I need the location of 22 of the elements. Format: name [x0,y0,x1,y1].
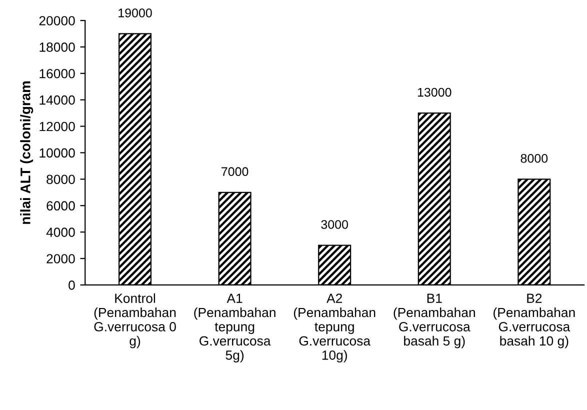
x-tick-label: A2 (Penambahan tepung G.verrucosa 10g) [294,294,376,362]
x-tick-label: B2 (Penambahan G.verrucosa basah 10 g) [494,294,575,348]
data-label: 3000 [321,220,348,229]
y-tick-label: 18000 [40,42,75,52]
x-tick-label: A1 (Penambahan tepung G.verrucosa 5g) [194,294,276,362]
y-tick-label: 20000 [39,16,75,26]
x-tick-label: B1 (Penambahan G.verrucosa basah 5 g) [394,294,475,348]
data-label: 8000 [520,154,548,163]
y-tick-label: 12000 [40,122,75,132]
y-axis-title: nilai ALT (coloni/gram [20,81,34,224]
data-label: 7000 [222,167,248,176]
y-tick-label: 0 [68,280,75,290]
y-tick-label: 6000 [46,201,75,211]
x-tick-label: Kontrol (Penambahan G.verrucosa 0 g) [94,293,176,348]
data-label: 13000 [418,88,452,97]
y-tick-label: 8000 [46,174,75,184]
y-tick-label: 2000 [46,254,75,264]
y-tick-label: 10000 [40,148,75,158]
y-tick-label: 4000 [46,228,75,237]
data-label: 19000 [118,8,152,18]
y-tick-label: 14000 [40,95,75,105]
y-tick-label: 16000 [40,68,75,78]
